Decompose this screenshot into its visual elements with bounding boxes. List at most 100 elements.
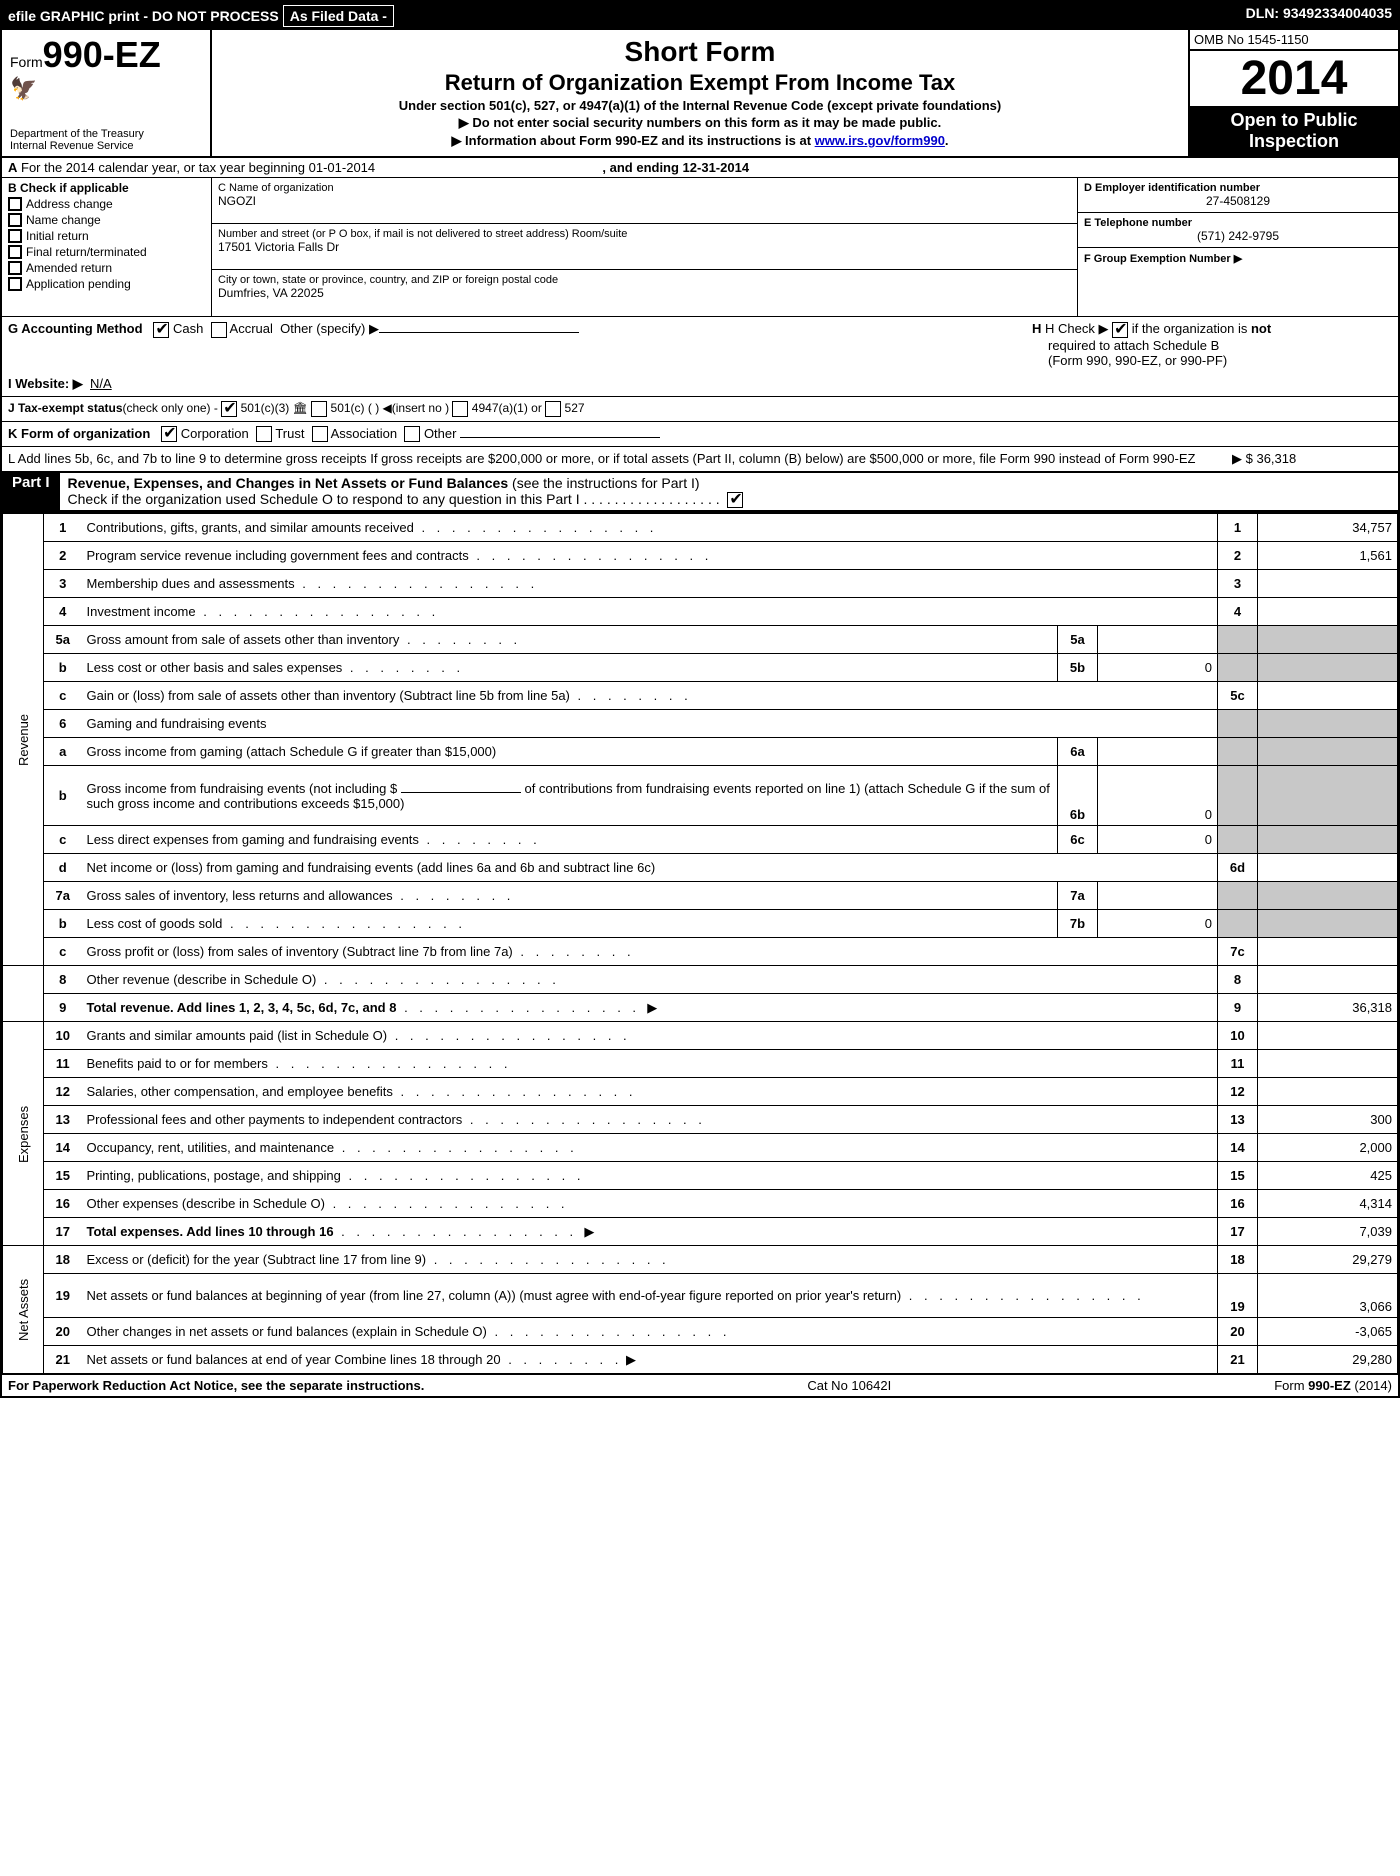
part-i-header: Part I Revenue, Expenses, and Changes in… [2,472,1398,511]
part-i-subline: Check if the organization used Schedule … [68,491,720,507]
topbar-left: efile GRAPHIC print - DO NOT PROCESS As … [8,5,394,27]
header-right: OMB No 1545-1150 2014 Open to Public Ins… [1188,30,1398,156]
table-row: 14 Occupancy, rent, utilities, and maint… [3,1134,1398,1162]
checkbox-icon[interactable] [311,401,327,417]
desc-text: Benefits paid to or for members [87,1056,268,1071]
line-desc: Investment income [82,598,1218,626]
checkbox-checked-icon[interactable] [727,492,743,508]
table-row: 17 Total expenses. Add lines 10 through … [3,1218,1398,1246]
desc-text: Contributions, gifts, grants, and simila… [87,520,414,535]
line-h: H H Check ▶ if the organization is not r… [1032,321,1392,368]
line-desc: Occupancy, rent, utilities, and maintena… [82,1134,1218,1162]
checkbox-icon[interactable] [8,245,22,259]
line-num: d [44,854,82,882]
table-row: b Less cost of goods sold 7b 0 [3,910,1398,938]
right-val: 425 [1258,1162,1398,1190]
line-num: 18 [44,1246,82,1274]
grey-cell [1218,738,1258,766]
sub-val: 0 [1098,826,1218,854]
sub-val: 0 [1098,766,1218,826]
right-num: 8 [1218,966,1258,994]
table-row: 6 Gaming and fundraising events [3,710,1398,738]
right-num: 7c [1218,938,1258,966]
right-val [1258,570,1398,598]
desc-text: Less cost of goods sold [87,916,223,931]
right-val [1258,598,1398,626]
ein-label: D Employer identification number [1084,182,1392,194]
table-row: 7a Gross sales of inventory, less return… [3,882,1398,910]
right-val [1258,966,1398,994]
g-other-fill [379,332,579,333]
line-num: 14 [44,1134,82,1162]
j-4947: 4947(a)(1) or [472,401,542,415]
checkbox-icon[interactable] [8,277,22,291]
k-trust: Trust [275,426,304,441]
right-num: 12 [1218,1078,1258,1106]
line-num: 9 [44,994,82,1022]
lbl-amended-return: Amended return [26,261,112,275]
group-exemption-label: F Group Exemption Number ▶ [1084,252,1392,265]
line-desc: Gross income from gaming (attach Schedul… [82,738,1058,766]
line-num: 4 [44,598,82,626]
open-to-public: Open to Public Inspection [1190,106,1398,156]
checkbox-checked-icon[interactable] [153,322,169,338]
checkbox-icon[interactable] [452,401,468,417]
desc-text: Professional fees and other payments to … [87,1112,463,1127]
k-other: Other [424,426,457,441]
l-text: L Add lines 5b, 6c, and 7b to line 9 to … [8,451,1232,466]
org-city: Dumfries, VA 22025 [218,286,1071,300]
grey-cell [1218,654,1258,682]
k-other-fill [460,437,660,438]
line-desc: Salaries, other compensation, and employ… [82,1078,1218,1106]
checkbox-icon[interactable] [8,229,22,243]
desc-text: Other changes in net assets or fund bala… [87,1324,487,1339]
sub-num: 7b [1058,910,1098,938]
lbl-application-pending: Application pending [26,277,131,291]
dept-treasury: Department of the Treasury [10,128,202,140]
desc-text: Occupancy, rent, utilities, and maintena… [87,1140,335,1155]
h-text4: (Form 990, 990-EZ, or 990-PF) [1032,353,1227,368]
checkbox-icon[interactable] [8,197,22,211]
checkbox-checked-icon[interactable] [161,426,177,442]
line-desc: Other revenue (describe in Schedule O) [82,966,1218,994]
footer-left: For Paperwork Reduction Act Notice, see … [8,1378,424,1393]
line-g: G Accounting Method Cash Accrual Other (… [8,321,579,338]
checkbox-checked-icon[interactable] [221,401,237,417]
header-center: Short Form Return of Organization Exempt… [212,30,1188,156]
desc-text: Total revenue. Add lines 1, 2, 3, 4, 5c,… [87,1000,397,1015]
form-number: Form990-EZ [10,34,202,76]
line-desc: Gaming and fundraising events [82,710,1218,738]
col-c-addr: Number and street (or P O box, if mail i… [212,224,1077,270]
checkbox-icon[interactable] [256,426,272,442]
line-desc: Total expenses. Add lines 10 through 16 … [82,1218,1218,1246]
right-num: 13 [1218,1106,1258,1134]
checkbox-icon[interactable] [211,322,227,338]
grey-cell [1218,882,1258,910]
desc-text: Gross profit or (loss) from sales of inv… [87,944,513,959]
checkbox-icon[interactable] [8,213,22,227]
right-val: 1,561 [1258,542,1398,570]
checkbox-icon[interactable] [8,261,22,275]
col-b-title: B Check if applicable [8,181,205,195]
desc-text: Gross sales of inventory, less returns a… [87,888,393,903]
line-num: 15 [44,1162,82,1190]
l-value: $ 36,318 [1246,451,1297,466]
line-desc: Membership dues and assessments [82,570,1218,598]
checkbox-icon[interactable] [312,426,328,442]
line-desc: Excess or (deficit) for the year (Subtra… [82,1246,1218,1274]
form-990ez: 990-EZ [43,34,161,75]
irs-gov-link[interactable]: www.irs.gov/form990 [815,133,945,148]
checkbox-checked-icon[interactable] [1112,322,1128,338]
line-num: 10 [44,1022,82,1050]
short-form-title: Short Form [224,36,1176,68]
right-val [1258,938,1398,966]
j-label: J Tax-exempt status [8,401,123,415]
table-row: d Net income or (loss) from gaming and f… [3,854,1398,882]
header-line1: ▶ Do not enter social security numbers o… [224,115,1176,131]
return-title: Return of Organization Exempt From Incom… [224,70,1176,96]
checkbox-icon[interactable] [545,401,561,417]
checkbox-icon[interactable] [404,426,420,442]
line-num: 12 [44,1078,82,1106]
i-website: N/A [90,376,112,391]
sub-num: 5b [1058,654,1098,682]
